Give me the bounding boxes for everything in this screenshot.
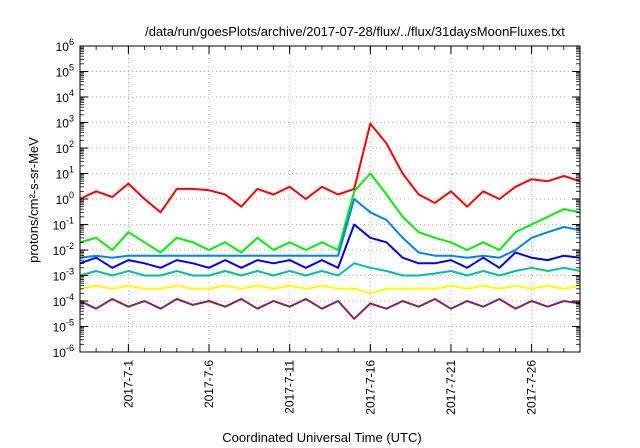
x-tick-label: 2017-7-16 <box>363 360 377 415</box>
y-tick-base: 10 <box>53 346 67 360</box>
y-tick-label: 105 <box>56 63 74 80</box>
y-tick-exponent: -4 <box>66 292 74 302</box>
y-tick-base: 10 <box>56 117 70 131</box>
series-line-4 <box>79 223 581 269</box>
chart-title: /data/run/goesPlots/archive/2017-07-28/f… <box>145 24 565 39</box>
y-tick-label: 104 <box>56 88 74 105</box>
y-tick-label: 10-2 <box>53 241 74 258</box>
series-group <box>79 122 581 320</box>
y-tick-exponent: 1 <box>69 165 74 175</box>
y-tick-label: 10-3 <box>53 267 74 284</box>
y-tick-base: 10 <box>53 270 67 284</box>
y-axis-label: protons/cm²-s-sr-MeV <box>26 137 41 263</box>
x-tick-label: 2017-7-21 <box>444 360 458 415</box>
series-line-2 <box>79 172 581 254</box>
y-tick-label: 100 <box>56 190 74 207</box>
y-tick-base: 10 <box>56 193 70 207</box>
y-tick-label: 10-1 <box>53 216 74 233</box>
y-tick-label: 103 <box>56 114 74 131</box>
y-tick-label: 106 <box>56 37 74 54</box>
y-tick-exponent: 5 <box>69 63 74 73</box>
series-line-3 <box>79 198 581 259</box>
series-line-7 <box>79 298 581 320</box>
y-tick-label: 102 <box>56 139 74 156</box>
y-tick-base: 10 <box>56 40 70 54</box>
y-tick-exponent: 4 <box>69 88 74 98</box>
series-line-6 <box>79 284 581 295</box>
y-tick-exponent: 0 <box>69 190 74 200</box>
x-tick-label: 2017-7-26 <box>525 360 539 415</box>
y-tick-base: 10 <box>53 244 67 258</box>
x-tick-label: 2017-7-1 <box>121 360 135 408</box>
y-tick-base: 10 <box>53 219 67 233</box>
x-tick-label: 2017-7-11 <box>283 360 297 414</box>
y-tick-exponent: 6 <box>69 37 74 47</box>
x-axis: 2017-7-1 2017-7-6 2017-7-11 2017-7-16 2017-7… <box>79 46 581 415</box>
y-tick-label: 10-4 <box>53 292 74 309</box>
y-axis: 10-610-510-410-310-210-11001011021031041… <box>53 37 580 360</box>
y-tick-exponent: -6 <box>66 343 74 353</box>
y-tick-label: 10-5 <box>53 318 74 335</box>
y-tick-exponent: 3 <box>69 114 74 124</box>
y-tick-exponent: -1 <box>66 216 74 226</box>
x-tick-label: 2017-7-6 <box>202 360 216 408</box>
y-tick-base: 10 <box>53 295 67 309</box>
y-tick-label: 10-6 <box>53 343 74 360</box>
y-tick-base: 10 <box>56 142 70 156</box>
y-tick-label: 101 <box>56 165 74 182</box>
series-line-5 <box>79 262 581 277</box>
y-tick-base: 10 <box>56 66 70 80</box>
y-tick-exponent: -2 <box>66 241 74 251</box>
y-tick-exponent: -3 <box>66 267 74 277</box>
series-line-1 <box>79 122 581 214</box>
y-tick-exponent: 2 <box>69 139 74 149</box>
y-tick-base: 10 <box>56 91 70 105</box>
y-tick-exponent: -5 <box>66 318 74 328</box>
y-tick-base: 10 <box>56 168 70 182</box>
x-axis-label: Coordinated Universal Time (UTC) <box>222 430 421 445</box>
y-tick-base: 10 <box>53 321 67 335</box>
